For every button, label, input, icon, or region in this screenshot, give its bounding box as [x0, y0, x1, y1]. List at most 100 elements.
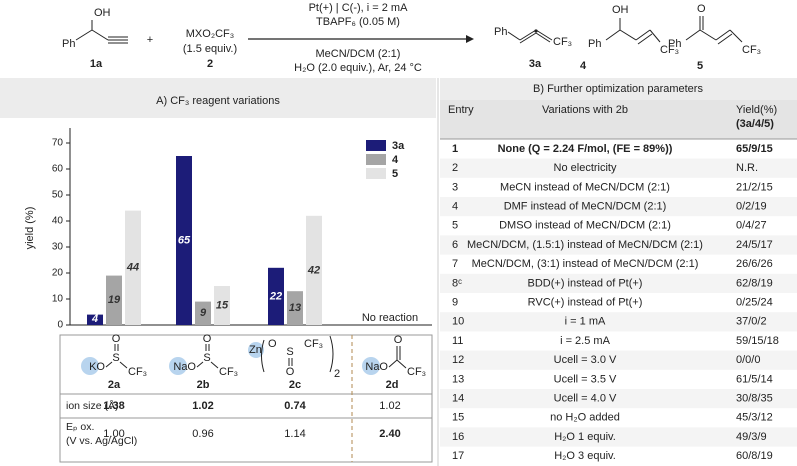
- y-tick-label: 0: [57, 320, 63, 331]
- row-stripe: [440, 235, 797, 255]
- row-stripe: [440, 273, 797, 293]
- cell: 6: [452, 239, 458, 251]
- atom-label: Zn: [249, 344, 262, 356]
- data-label: 44: [126, 262, 139, 274]
- reagent-rows: ion size (Å)1.38 1.02 0.74 1.02 Eₚ ox. (V vs.…: [66, 399, 401, 447]
- cell: 26/6/26: [736, 258, 773, 270]
- cell: No electricity: [554, 162, 617, 174]
- cell: 61/5/14: [736, 373, 773, 385]
- cell: 17: [452, 450, 464, 462]
- cell: N.R.: [736, 162, 758, 174]
- cell: 11: [452, 335, 463, 347]
- reagent-structures: KO S O CF₃ 2a NaO S O CF₃ 2b Zn O S O CF…: [81, 333, 426, 391]
- row-stripe: [440, 427, 797, 447]
- bar: [125, 210, 141, 325]
- cell: MeCN instead of MeCN/DCM (2:1): [500, 181, 670, 193]
- cell: 9: [452, 297, 458, 309]
- y-tick-label: 30: [52, 242, 64, 253]
- atom-label: CF₃: [304, 338, 323, 350]
- cell: 45/3/12: [736, 412, 773, 424]
- data-label: 19: [108, 294, 121, 306]
- cell: 30/8/35: [736, 393, 773, 405]
- atom-label: Ph: [62, 38, 75, 50]
- row-value: 0.96: [192, 428, 213, 440]
- row-stripe: [440, 197, 797, 217]
- atom-label: O: [203, 333, 212, 345]
- atom-label: KO: [89, 361, 105, 373]
- legend-label: 4: [392, 154, 399, 166]
- row-value: 1.02: [379, 400, 400, 412]
- condition: TBAPF₆ (0.05 M): [316, 16, 400, 28]
- row-stripe: [440, 389, 797, 409]
- bar: [214, 286, 230, 325]
- cell: 5: [452, 220, 458, 232]
- condition: MeCN/DCM (2:1): [316, 48, 401, 60]
- row-value: 1.38: [103, 400, 124, 412]
- cell: MeCN/DCM, (1.5:1) instead of MeCN/DCM (2…: [467, 239, 703, 251]
- bar: [195, 301, 211, 325]
- atom-label: OH: [612, 4, 629, 16]
- cell: 0/4/27: [736, 220, 767, 232]
- atom-label: CF₃: [660, 44, 679, 56]
- reagent-formula: MXO₂CF₃: [186, 28, 234, 40]
- bar: [106, 275, 122, 325]
- cell: 21/2/15: [736, 181, 773, 193]
- cell: 60/8/19: [736, 450, 773, 462]
- column-header: Variations with 2b: [542, 104, 628, 116]
- atom-label: OH: [94, 7, 111, 19]
- cell: 8ᶜ: [452, 277, 462, 289]
- atom-label: O: [268, 338, 277, 350]
- compound-label: 5: [697, 60, 703, 72]
- reagent-box: [59, 334, 433, 463]
- data-label: 15: [216, 299, 229, 311]
- legend-label: 5: [392, 168, 398, 180]
- atom-label: Ph: [668, 38, 681, 50]
- legend-label: 3a: [392, 140, 405, 152]
- table-header: [440, 100, 797, 139]
- row-stripe: [440, 350, 797, 370]
- row-value: 2.40: [379, 428, 400, 440]
- table-body: 1 None (Q = 2.24 F/mol, (FE = 89%)) 65/9/1…: [440, 143, 797, 462]
- y-axis-label: yield (%): [24, 207, 36, 250]
- condition: H₂O (2.0 equiv.), Ar, 24 °C: [294, 62, 422, 74]
- y-tick-label: 10: [52, 294, 64, 305]
- atom-label: O: [112, 333, 121, 345]
- y-tick-label: 20: [52, 268, 64, 279]
- atom-label: NaO: [365, 361, 388, 373]
- atom-label: S: [286, 346, 293, 358]
- cell: BDD(+) instead of Pt(+): [528, 277, 643, 289]
- reagent-label: 2d: [386, 379, 399, 391]
- cell: 65/9/15: [736, 143, 773, 155]
- atom-label: 2: [334, 368, 340, 380]
- legend-swatch: [366, 168, 386, 179]
- cell: Ucell = 3.5 V: [554, 373, 617, 385]
- reagent-label: 2b: [197, 379, 210, 391]
- cell: 15: [452, 412, 464, 424]
- legend-swatch: [366, 154, 386, 165]
- cell: 24/5/17: [736, 239, 773, 251]
- condition: Pt(+) | C(-), i = 2 mA: [309, 2, 408, 14]
- atom-label: S: [112, 352, 119, 364]
- column-header: Entry: [448, 104, 474, 116]
- atom-label: CF₃: [553, 36, 572, 48]
- cell: None (Q = 2.24 F/mol, (FE = 89%)): [498, 143, 673, 155]
- atom-label: O: [286, 366, 295, 378]
- plus: +: [147, 34, 153, 46]
- cell: RVC(+) instead of Pt(+): [528, 297, 643, 309]
- cell: 10: [452, 316, 464, 328]
- bar: [268, 267, 284, 325]
- cell: 4: [452, 201, 458, 213]
- panel-header: [0, 78, 436, 118]
- atom-label: O: [697, 3, 706, 15]
- data-label: 65: [178, 234, 191, 246]
- row-value: 1.00: [103, 428, 124, 440]
- cell: DMSO instead of MeCN/DCM (2:1): [499, 220, 671, 232]
- atom-label: CF₃: [219, 366, 238, 378]
- cell: 62/8/19: [736, 277, 773, 289]
- scheme: OH Ph 1a + MXO₂CF₃ (1.5 equiv.) 2 Pt(+) …: [62, 2, 761, 74]
- atom-label: CF₃: [742, 44, 761, 56]
- cell: 37/0/2: [736, 316, 767, 328]
- compound-label: 1a: [90, 58, 103, 70]
- cell: i = 2.5 mA: [560, 335, 610, 347]
